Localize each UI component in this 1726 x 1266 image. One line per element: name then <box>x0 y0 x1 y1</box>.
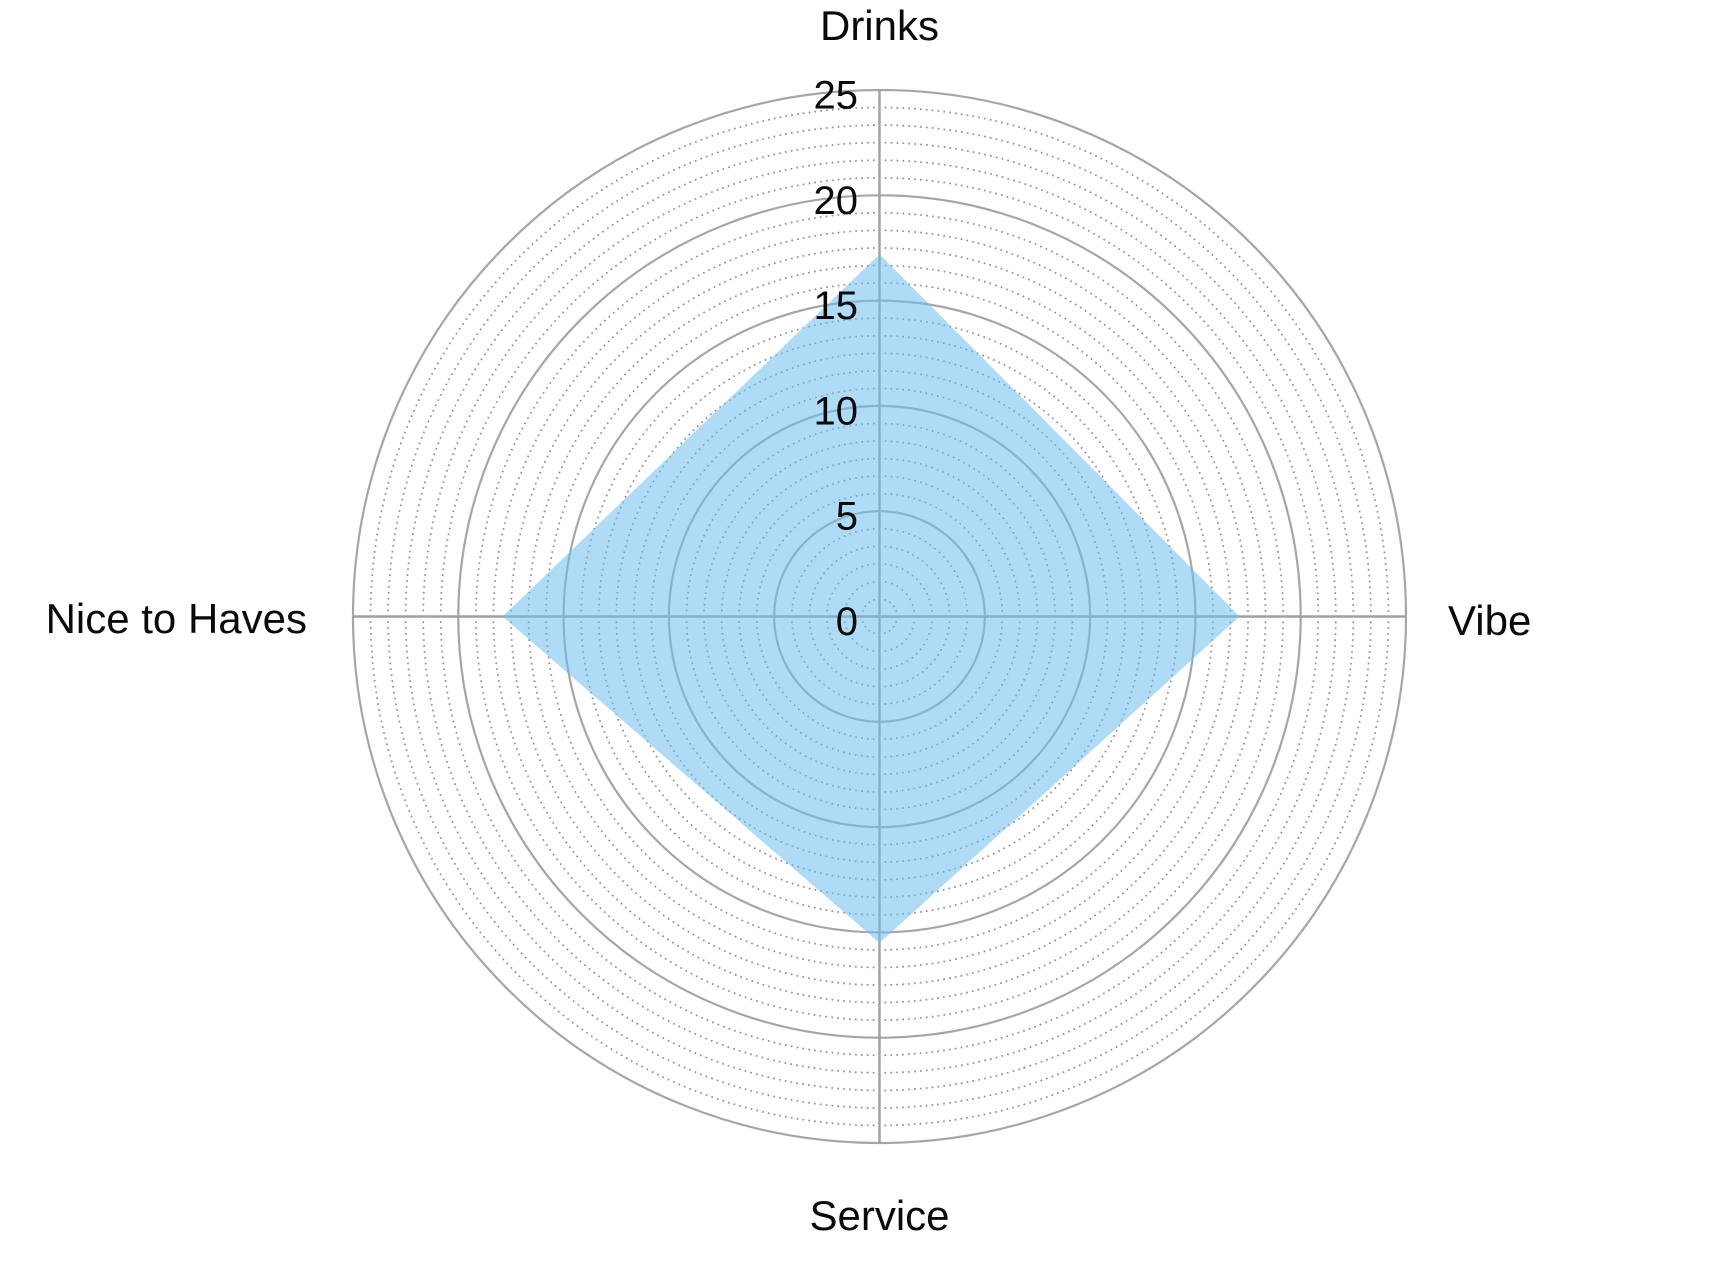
axis-label-service: Service <box>809 1192 949 1239</box>
radial-tick-label: 5 <box>836 495 858 539</box>
axis-label-vibe: Vibe <box>1448 597 1531 644</box>
radial-tick-label: 0 <box>836 600 858 644</box>
axis-label-drinks: Drinks <box>820 2 939 49</box>
radial-tick-label: 25 <box>814 74 859 118</box>
axis-label-nice-to-haves: Nice to Haves <box>46 595 307 642</box>
radial-tick-label: 20 <box>814 179 859 223</box>
radial-tick-label: 15 <box>814 284 859 328</box>
radial-tick-labels: 0 5 10 15 20 25 <box>814 74 859 645</box>
radial-tick-label: 10 <box>814 389 859 433</box>
data-polygon <box>502 254 1240 943</box>
